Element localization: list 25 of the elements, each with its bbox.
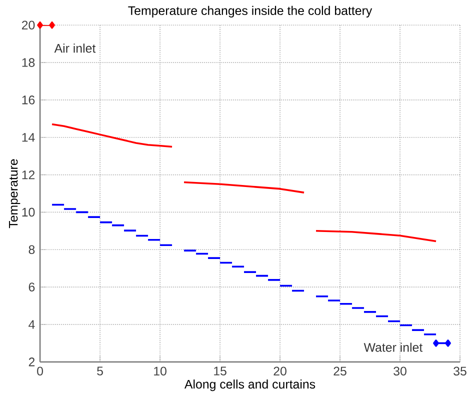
x-tick-label: 30 [394, 366, 406, 376]
line-series [315, 230, 437, 242]
x-tick-label: 0 [37, 366, 44, 376]
x-axis-title: Along cells and curtains [184, 380, 316, 392]
y-tick-label: 14 [22, 133, 35, 142]
y-tick-label: 2 [28, 358, 35, 366]
x-tick-label: 35 [454, 366, 466, 376]
y-axis-title: Temperature [9, 159, 20, 228]
y-tick-label: 20 [22, 20, 35, 30]
x-tick-label: 20 [274, 366, 286, 376]
x-tick-label: 15 [214, 366, 226, 376]
chart-title: Temperature changes inside the cold battery [128, 6, 372, 18]
y-tick-label: 12 [22, 170, 35, 180]
y-tick-label: 16 [22, 96, 35, 104]
annotation: Water inlet [364, 342, 423, 352]
x-tick-label: 5 [97, 366, 103, 376]
x-tick-label: 10 [154, 366, 166, 376]
x-tick-label: 25 [334, 366, 346, 376]
y-tick-label: 10 [22, 208, 35, 217]
annotation: Air inlet [54, 44, 96, 53]
y-tick-label: 4 [28, 320, 35, 329]
y-tick-label: 8 [28, 245, 35, 254]
y-tick-label: 18 [22, 58, 35, 67]
y-tick-label: 6 [28, 282, 35, 292]
line-series [183, 181, 305, 194]
